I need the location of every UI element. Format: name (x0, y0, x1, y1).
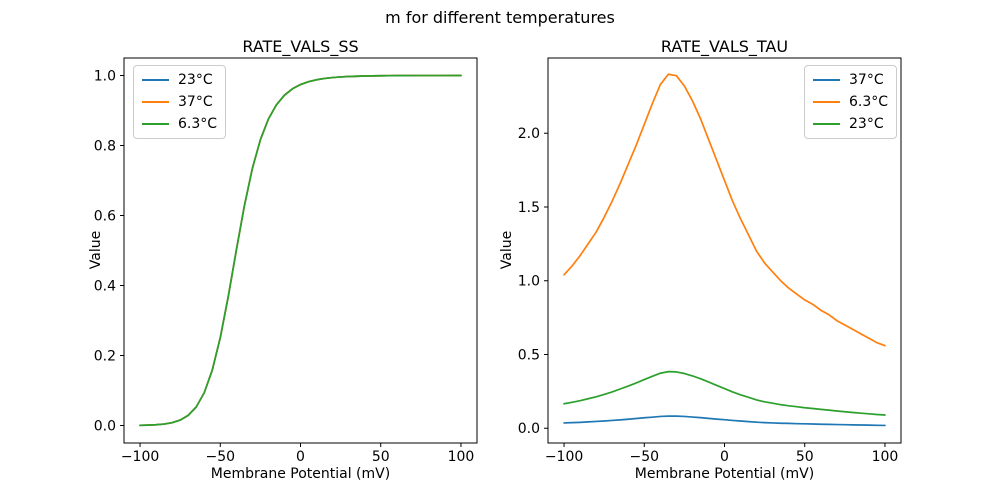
legend-line-sample (142, 123, 169, 125)
legend-line-sample (813, 79, 840, 81)
y-tick-label: 1.0 (94, 69, 116, 85)
axes-frame (547, 57, 902, 444)
legend-line-sample (813, 101, 840, 103)
x-tick-label: −50 (205, 449, 235, 465)
y-tick-label: 0.2 (94, 349, 116, 365)
x-tick-label: 50 (796, 449, 814, 465)
legend-label: 6.3°C (849, 94, 889, 110)
series-line-6.3°C (139, 74, 462, 427)
right-x-axis-label: Membrane Potential (mV) (634, 466, 815, 482)
y-tick-label: 0.0 (518, 421, 540, 437)
legend-entry: 23°C (813, 113, 888, 135)
y-tick-label: 0.4 (94, 279, 116, 295)
y-tick-label: 0.5 (518, 347, 540, 363)
legend-entry: 23°C (142, 69, 217, 91)
legend-entry: 6.3°C (142, 113, 217, 135)
x-tick-label: −100 (121, 449, 159, 465)
y-tick-label: 0.8 (94, 139, 116, 155)
axes-frame (123, 57, 478, 444)
y-tick-label: 2.0 (518, 126, 540, 142)
x-tick-label: 50 (372, 449, 390, 465)
x-tick-label: −100 (545, 449, 583, 465)
x-tick-label: −50 (629, 449, 659, 465)
left-y-axis-label: Value (88, 230, 104, 270)
right-plot-title: RATE_VALS_TAU (660, 37, 789, 56)
legend-entry: 37°C (813, 69, 888, 91)
x-tick-label: 0 (720, 449, 729, 465)
series-line-6.3°C (563, 73, 886, 347)
figure-title: m for different temperatures (385, 8, 615, 27)
legend-label: 23°C (178, 72, 213, 88)
left-x-axis-label: Membrane Potential (mV) (210, 466, 391, 482)
y-tick-label: 0.0 (94, 419, 116, 435)
legend-label: 23°C (849, 116, 884, 132)
legend-line-sample (142, 79, 169, 81)
y-tick-label: 1.5 (518, 200, 540, 216)
series-line-37°C (563, 415, 886, 427)
left-plot-title: RATE_VALS_SS (242, 37, 359, 56)
legend-label: 6.3°C (178, 116, 218, 132)
y-tick-label: 0.6 (94, 209, 116, 225)
legend-line-sample (142, 101, 169, 103)
left-plot-legend: 23°C 37°C 6.3°C (133, 65, 227, 139)
legend-label: 37°C (178, 94, 213, 110)
legend-label: 37°C (849, 72, 884, 88)
x-tick-label: 0 (296, 449, 305, 465)
y-tick-label: 1.0 (518, 274, 540, 290)
legend-entry: 6.3°C (813, 91, 888, 113)
series-line-23°C (563, 370, 886, 416)
right-plot-legend: 37°C 6.3°C 23°C (804, 65, 898, 139)
x-tick-label: 100 (872, 449, 899, 465)
right-y-axis-label: Value (499, 230, 515, 270)
x-tick-label: 100 (448, 449, 475, 465)
legend-entry: 37°C (142, 91, 217, 113)
legend-line-sample (813, 123, 840, 125)
